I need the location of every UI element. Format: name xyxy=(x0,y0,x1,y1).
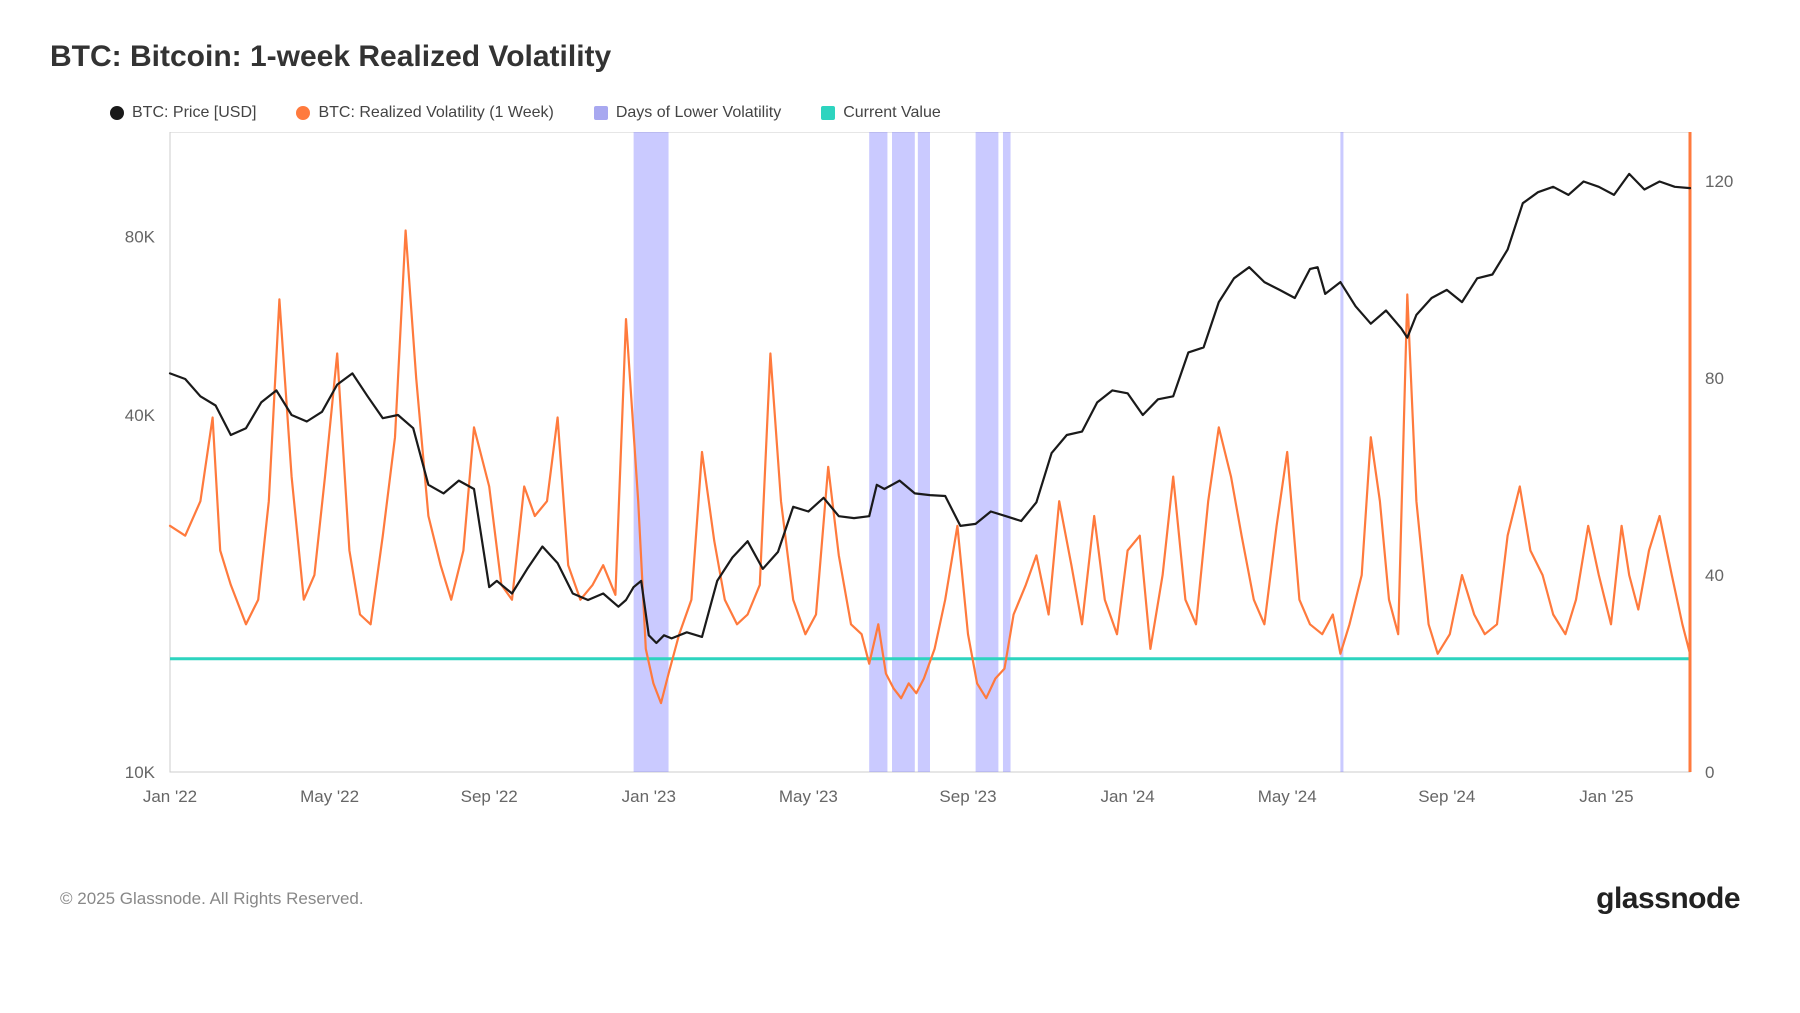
brand-logo: glassnode xyxy=(1596,882,1740,916)
svg-text:40K: 40K xyxy=(125,406,156,425)
legend-item: Current Value xyxy=(821,104,941,122)
legend-item: BTC: Price [USD] xyxy=(110,104,256,122)
legend-swatch xyxy=(296,106,310,120)
svg-text:10K: 10K xyxy=(125,763,156,782)
svg-text:May '24: May '24 xyxy=(1258,787,1317,806)
svg-text:Jan '25: Jan '25 xyxy=(1579,787,1633,806)
svg-text:Jan '22: Jan '22 xyxy=(143,787,197,806)
legend-swatch xyxy=(110,106,124,120)
legend-label: Days of Lower Volatility xyxy=(616,104,781,122)
svg-text:0: 0 xyxy=(1705,763,1714,782)
legend-label: Current Value xyxy=(843,104,941,122)
svg-text:Sep '23: Sep '23 xyxy=(939,787,996,806)
svg-text:120: 120 xyxy=(1705,172,1733,191)
legend-label: BTC: Realized Volatility (1 Week) xyxy=(318,104,553,122)
legend-label: BTC: Price [USD] xyxy=(132,104,256,122)
legend-swatch xyxy=(821,106,835,120)
svg-text:80: 80 xyxy=(1705,369,1724,388)
svg-text:Jan '24: Jan '24 xyxy=(1100,787,1154,806)
legend-swatch xyxy=(594,106,608,120)
chart-area: 10K 40K 80K 0 40 80 120 Jan '22 May '22 Sep '22 Ja… xyxy=(50,132,1750,852)
copyright-text: © 2025 Glassnode. All Rights Reserved. xyxy=(60,889,364,909)
svg-text:80K: 80K xyxy=(125,227,156,246)
footer: © 2025 Glassnode. All Rights Reserved. g… xyxy=(50,882,1750,916)
legend-item: Days of Lower Volatility xyxy=(594,104,781,122)
svg-text:40: 40 xyxy=(1705,566,1724,585)
svg-text:May '22: May '22 xyxy=(300,787,359,806)
svg-text:Sep '22: Sep '22 xyxy=(461,787,518,806)
chart-title: BTC: Bitcoin: 1-week Realized Volatility xyxy=(50,40,1750,74)
svg-text:May '23: May '23 xyxy=(779,787,838,806)
svg-text:Jan '23: Jan '23 xyxy=(622,787,676,806)
svg-text:Sep '24: Sep '24 xyxy=(1418,787,1475,806)
legend-item: BTC: Realized Volatility (1 Week) xyxy=(296,104,553,122)
legend: BTC: Price [USD] BTC: Realized Volatility… xyxy=(50,104,1750,122)
